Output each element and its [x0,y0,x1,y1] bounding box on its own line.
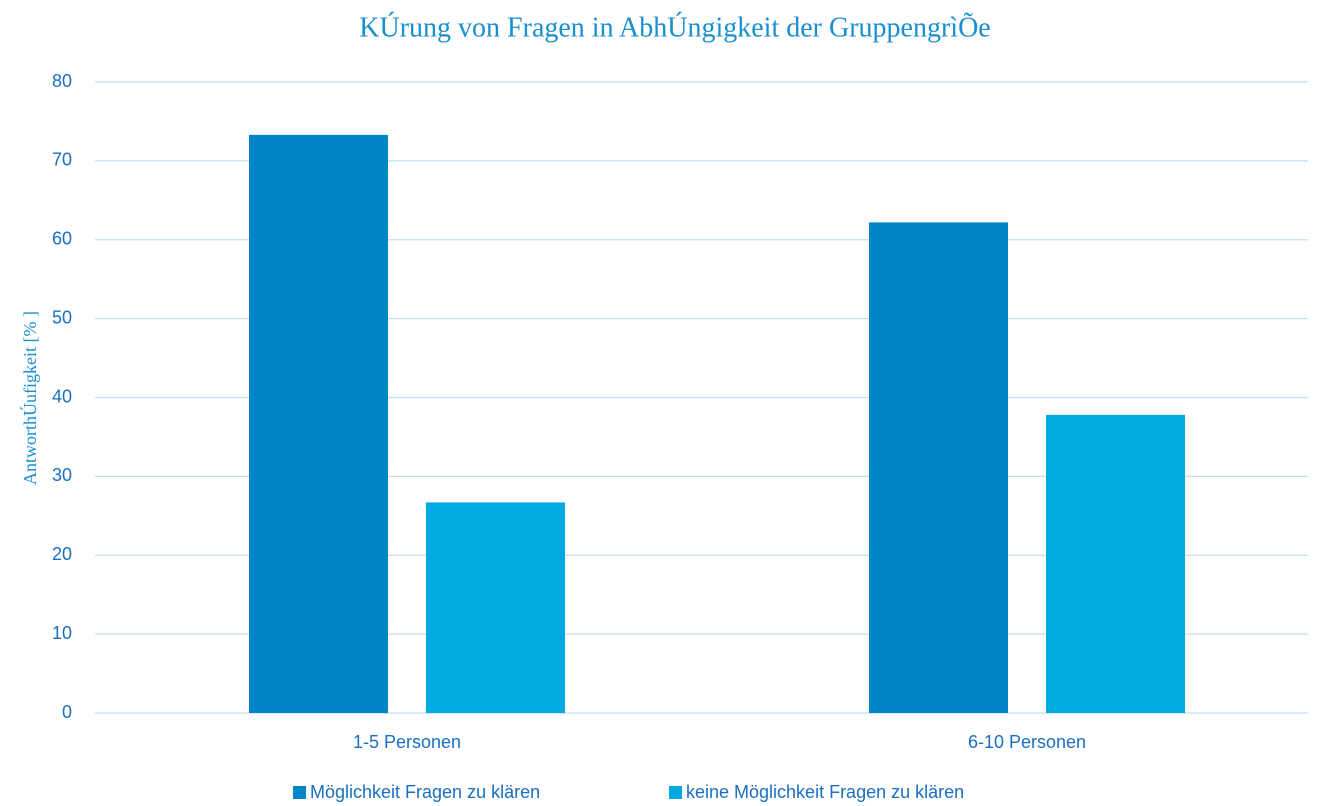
bar [1046,414,1185,713]
y-tick-label: 50 [52,307,72,327]
bar [869,222,1008,713]
bar [249,134,388,713]
legend-label: keine Möglichkeit Fragen zu klären [686,782,964,802]
legend-swatch [669,786,682,799]
y-tick-label: 80 [52,71,72,91]
x-tick-label: 1-5 Personen [353,732,461,752]
legend-swatch [293,786,306,799]
y-tick-label: 0 [62,702,72,722]
chart-title: KÚrung von Fragen in AbhÚngigkeit der Gr… [359,12,990,43]
x-tick-label: 6-10 Personen [968,732,1086,752]
y-tick-label: 60 [52,229,72,249]
y-tick-label: 40 [52,386,72,406]
y-tick-label: 30 [52,465,72,485]
y-tick-label: 20 [52,544,72,564]
y-axis-label: AntworthÚufigkeit [% ] [19,311,40,485]
y-tick-label: 10 [52,623,72,643]
y-tick-label: 70 [52,150,72,170]
bar [426,502,565,713]
legend-label: Möglichkeit Fragen zu klären [310,782,540,802]
